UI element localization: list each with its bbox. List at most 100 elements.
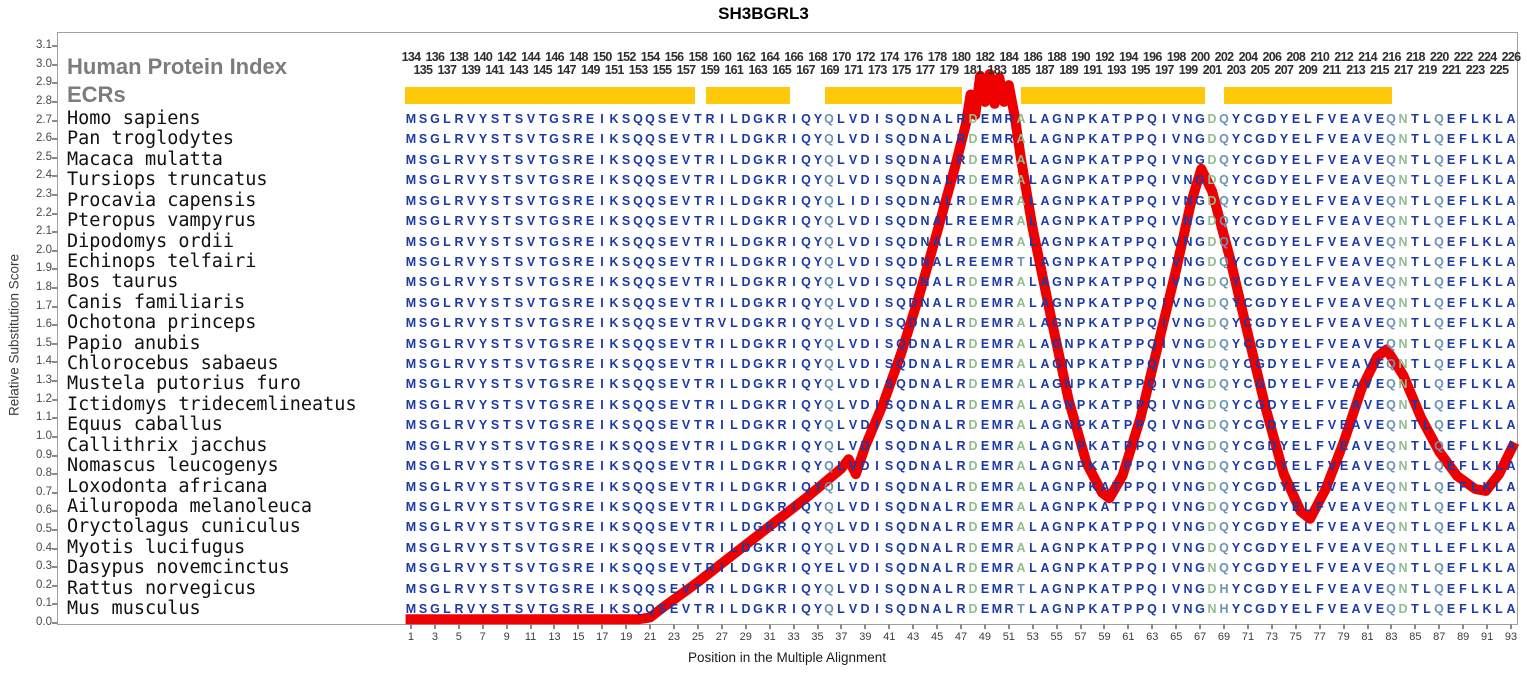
residue-cell: I bbox=[600, 213, 605, 229]
residue-cell: N bbox=[1398, 233, 1408, 249]
residue-cell: S bbox=[657, 498, 667, 514]
residue-cell: Q bbox=[1434, 274, 1445, 290]
residue-cell: V bbox=[1327, 151, 1336, 167]
species-label: Rattus norvegicus bbox=[67, 577, 257, 599]
residue-cell: L bbox=[837, 253, 846, 269]
residue-cell: G bbox=[549, 151, 560, 167]
y-tick-label: 1.2 bbox=[36, 392, 52, 405]
residue-cell: S bbox=[490, 458, 499, 474]
residue-cell: T bbox=[538, 498, 547, 514]
residue-cell: A bbox=[1016, 519, 1026, 535]
residue-cell: V bbox=[1363, 376, 1372, 392]
residue-cell: R bbox=[777, 111, 787, 126]
residue-cell: K bbox=[1088, 458, 1098, 474]
ruler-number: 180 bbox=[951, 50, 971, 64]
residue-cell: P bbox=[1124, 315, 1133, 331]
residue-cell: S bbox=[490, 356, 499, 372]
residue-cell: Q bbox=[645, 580, 655, 596]
residue-cell: E bbox=[1447, 294, 1456, 310]
residue-cell: G bbox=[1051, 396, 1062, 412]
x-tick-mark bbox=[1007, 624, 1010, 629]
residue-cell: S bbox=[418, 539, 428, 555]
residue-cell: A bbox=[1506, 335, 1516, 351]
residue-cell: Q bbox=[633, 560, 644, 576]
x-tick-mark bbox=[1199, 624, 1202, 629]
residue-cell: A bbox=[932, 601, 942, 617]
residue-cell: A bbox=[1016, 560, 1026, 576]
residue-cell: K bbox=[609, 580, 619, 596]
residue-cell: Q bbox=[824, 315, 835, 331]
residue-cell: L bbox=[1028, 580, 1037, 596]
residue-cell: V bbox=[466, 498, 475, 514]
residue-cell: N bbox=[1064, 417, 1074, 433]
residue-cell: S bbox=[514, 111, 523, 126]
residue-cell: N bbox=[1398, 437, 1408, 453]
residue-cell: P bbox=[1136, 233, 1145, 249]
residue-cell: F bbox=[1315, 253, 1324, 269]
residue-cell: V bbox=[681, 498, 691, 514]
residue-cell: L bbox=[837, 335, 846, 351]
residue-cell: D bbox=[1207, 111, 1217, 126]
residue-cell: Q bbox=[1386, 294, 1397, 310]
ruler-number: 139 bbox=[461, 63, 481, 77]
residue-cell: Y bbox=[478, 213, 487, 229]
residue-cell: E bbox=[669, 396, 679, 412]
residue-cell: F bbox=[1459, 213, 1467, 229]
residue-cell: Y bbox=[1279, 111, 1288, 126]
residue-cell: R bbox=[573, 213, 583, 229]
residue-cell: I bbox=[875, 478, 880, 494]
residue-cell: P bbox=[1124, 458, 1133, 474]
residue-cell: V bbox=[526, 478, 535, 494]
residue-cell: V bbox=[1363, 111, 1372, 126]
x-tick-mark bbox=[1079, 624, 1082, 629]
residue-cell: C bbox=[1243, 151, 1253, 167]
residue-cell: N bbox=[1398, 560, 1408, 576]
residue-cell: Y bbox=[1231, 151, 1241, 167]
residue-cell: D bbox=[908, 376, 918, 392]
residue-cell: S bbox=[885, 458, 894, 474]
residue-cell: N bbox=[1207, 560, 1217, 576]
residue-cell: S bbox=[418, 335, 428, 351]
residue-cell: I bbox=[600, 131, 605, 147]
residue-cell: T bbox=[1112, 376, 1121, 392]
residue-cell: E bbox=[586, 560, 595, 576]
residue-cell: L bbox=[1495, 315, 1503, 331]
y-tick-mark bbox=[52, 100, 57, 103]
residue-cell: P bbox=[1124, 396, 1133, 412]
residue-cell: Y bbox=[813, 233, 822, 249]
residue-cell: S bbox=[622, 498, 631, 514]
residue-cell: S bbox=[885, 192, 894, 208]
residue-cell: R bbox=[573, 560, 583, 576]
ruler-number: 151 bbox=[604, 63, 624, 77]
residue-cell: G bbox=[752, 437, 763, 453]
residue-cell: L bbox=[1028, 498, 1037, 514]
residue-cell: Q bbox=[1386, 376, 1397, 392]
residue-cell: N bbox=[1064, 111, 1074, 126]
residue-cell: I bbox=[875, 601, 880, 617]
residue-cell: E bbox=[586, 335, 595, 351]
residue-cell: R bbox=[956, 458, 966, 474]
residue-cell: Q bbox=[1386, 519, 1397, 535]
ruler-number: 174 bbox=[879, 50, 899, 64]
residue-cell: K bbox=[1088, 417, 1098, 433]
residue-cell: L bbox=[1303, 458, 1312, 474]
residue-cell: Q bbox=[896, 151, 907, 167]
residue-cell: V bbox=[466, 335, 475, 351]
residue-cell: N bbox=[1064, 172, 1074, 188]
residue-cell: A bbox=[1099, 294, 1109, 310]
residue-cell: L bbox=[1423, 560, 1432, 576]
residue-cell: P bbox=[1136, 111, 1145, 126]
residue-cell: E bbox=[669, 437, 679, 453]
residue-cell: T bbox=[694, 560, 702, 576]
residue-cell: Q bbox=[1434, 335, 1445, 351]
residue-cell: M bbox=[991, 376, 1003, 392]
residue-cell: G bbox=[1255, 356, 1265, 372]
residue-cell: V bbox=[849, 253, 858, 269]
residue-cell: Y bbox=[1231, 539, 1241, 555]
residue-cell: E bbox=[1375, 356, 1384, 372]
residue-cell: N bbox=[920, 539, 930, 555]
residue-cell: L bbox=[1028, 315, 1037, 331]
residue-cell: I bbox=[791, 376, 796, 392]
residue-cell: G bbox=[430, 376, 440, 392]
